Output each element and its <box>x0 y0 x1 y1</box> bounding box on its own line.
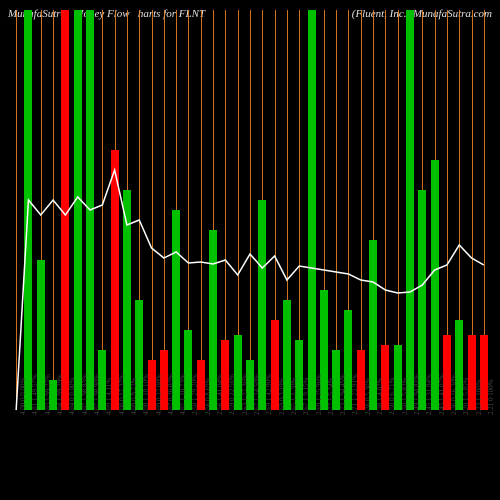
x-tick-label: 4.07 1 10.73% <box>179 374 187 415</box>
x-tick-label: 2.45 1 41.07% <box>438 374 446 415</box>
x-tick-label: 2.45 1 31.84% <box>425 374 433 415</box>
x-tick-label: 2.69 0 3.19% <box>278 378 286 415</box>
x-tick-label: 2.67 1 14.50% <box>253 374 261 415</box>
x-tick-label: 4.07 1 98.90% <box>93 374 101 415</box>
x-tick-label: 4.04 0 0.00% <box>68 378 76 415</box>
x-tick-label: 2.56 0 8.69% <box>204 378 212 415</box>
volume-bar <box>431 160 439 410</box>
x-tick-label: 2.38 1 4.02% <box>376 378 384 415</box>
x-tick-label: 2.65 1 1.20% <box>290 378 298 415</box>
gridline <box>53 10 54 410</box>
volume-bar <box>111 150 119 410</box>
x-tick-label: 4.09 1 4.11% <box>105 378 113 415</box>
x-tick-label: 4.08 1 18.10% <box>142 374 150 415</box>
x-tick-label: 2.21 0 100% <box>487 379 495 415</box>
gridline <box>201 10 202 410</box>
x-tick-label: 2.73 1 94.45% <box>339 374 347 415</box>
x-tick-label: 2.67 1 9.15% <box>302 378 310 415</box>
volume-bar <box>308 10 316 410</box>
x-tick-label: 2.59 0 22.56% <box>228 374 236 415</box>
volume-bar <box>61 10 69 410</box>
x-tick-label: 2.36 0 16.30% <box>450 374 458 415</box>
x-tick-label: 4.09 0 27.00% <box>155 374 163 415</box>
x-tick-label: 2.71 1 23.91% <box>351 374 359 415</box>
x-tick-label: 4.03 1 99.27% <box>44 374 52 415</box>
x-tick-label: 4.07 0 26.02% <box>167 374 175 415</box>
volume-bar <box>406 10 414 410</box>
volume-bar <box>86 10 94 410</box>
gridline <box>16 10 17 410</box>
x-tick-label: 2.20 1 5.85% <box>462 378 470 415</box>
gridline <box>152 10 153 410</box>
x-tick-label: 2.50 0 6.71% <box>388 378 396 415</box>
volume-bar <box>74 10 82 410</box>
x-tick-label: 4.08 0 17.37% <box>118 374 126 415</box>
x-tick-label: 2.56 1 41.04% <box>216 374 224 415</box>
x-axis-labels: 4.00 0 0.00%4.01 1 49.57%4.03 1 99.27%4.… <box>10 415 490 495</box>
x-tick-label: 2.77 1 5.24% <box>327 378 335 415</box>
x-tick-label: 4.01 1 49.57% <box>31 374 39 415</box>
x-tick-label: 4.00 0 0.00% <box>19 378 27 415</box>
x-tick-label: 2.69 1 42.90% <box>265 374 273 415</box>
x-tick-label: 4.07 1 98.83% <box>81 374 89 415</box>
x-tick-label: 2.49 1 94.81% <box>413 374 421 415</box>
x-tick-label: 2.50 1 29.20% <box>191 374 199 415</box>
x-tick-label: 2.23 1 100% <box>475 379 483 415</box>
plot-area <box>10 10 490 410</box>
x-tick-label: 2.50 1 5.83% <box>401 378 409 415</box>
gridline <box>250 10 251 410</box>
x-tick-label: 4.04 1 99.29% <box>56 374 64 415</box>
volume-bar <box>24 10 32 410</box>
x-tick-label: 2.36 0 5.30% <box>364 378 372 415</box>
x-tick-label: 2.69 1 25.96% <box>315 374 323 415</box>
x-tick-label: 2.63 1 27.36% <box>241 374 249 415</box>
x-tick-label: 4.09 0 9.72% <box>130 378 138 415</box>
chart-container: MunafaSutra Money Flow harts for FLNT (F… <box>0 0 500 500</box>
